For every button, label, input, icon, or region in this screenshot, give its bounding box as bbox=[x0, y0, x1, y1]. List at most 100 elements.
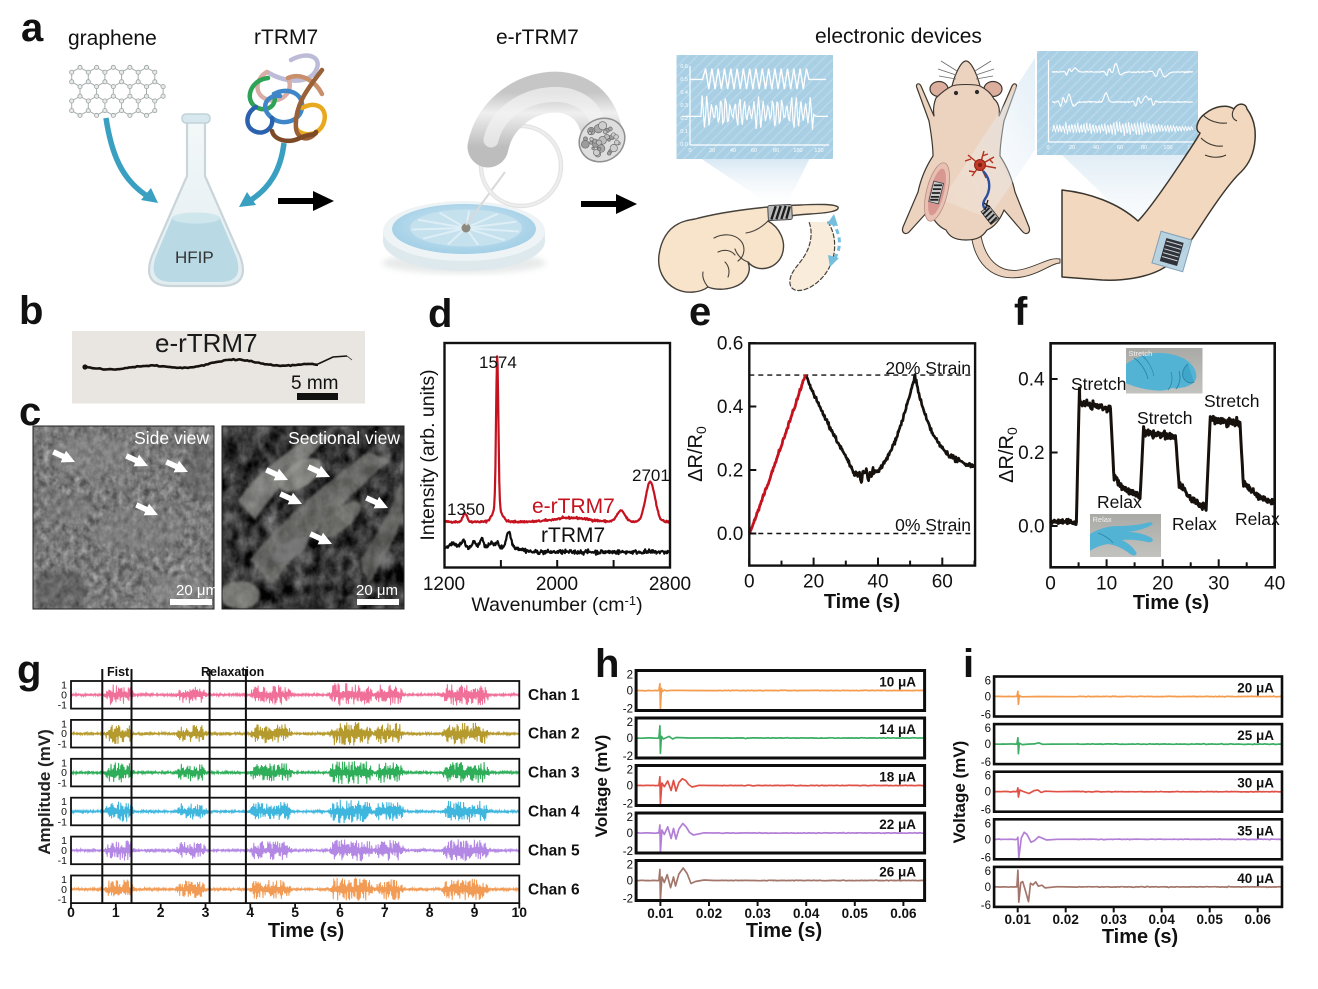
svg-text:HFIP: HFIP bbox=[175, 248, 214, 267]
svg-text:1: 1 bbox=[61, 874, 67, 886]
svg-text:Voltage (mV): Voltage (mV) bbox=[592, 735, 611, 838]
svg-text:0.4: 0.4 bbox=[680, 90, 688, 96]
svg-text:3: 3 bbox=[202, 904, 210, 920]
svg-text:Relax: Relax bbox=[1235, 509, 1280, 529]
svg-text:Stretch: Stretch bbox=[1137, 408, 1192, 428]
svg-text:20: 20 bbox=[1152, 573, 1173, 594]
svg-text:0: 0 bbox=[985, 739, 991, 751]
svg-text:6: 6 bbox=[985, 866, 991, 878]
svg-text:2800: 2800 bbox=[649, 574, 691, 595]
svg-text:0.04: 0.04 bbox=[793, 906, 820, 921]
svg-text:rTRM7: rTRM7 bbox=[541, 524, 605, 547]
svg-text:100: 100 bbox=[1163, 145, 1172, 151]
svg-text:2: 2 bbox=[627, 765, 633, 777]
svg-text:1: 1 bbox=[61, 796, 67, 808]
svg-text:Time (s): Time (s) bbox=[746, 920, 822, 942]
svg-text:40: 40 bbox=[1264, 573, 1285, 594]
svg-text:2: 2 bbox=[627, 812, 633, 824]
svg-text:e: e bbox=[689, 290, 711, 334]
svg-text:5: 5 bbox=[291, 904, 299, 920]
svg-text:8: 8 bbox=[426, 904, 434, 920]
svg-text:Sectional view: Sectional view bbox=[288, 428, 400, 448]
svg-text:h: h bbox=[595, 642, 619, 686]
svg-text:0.4: 0.4 bbox=[1018, 370, 1045, 391]
svg-text:6: 6 bbox=[985, 818, 991, 830]
svg-text:6: 6 bbox=[985, 676, 991, 688]
svg-text:Chan 4: Chan 4 bbox=[528, 804, 580, 821]
svg-text:1: 1 bbox=[61, 718, 67, 730]
svg-text:d: d bbox=[428, 292, 452, 336]
svg-text:0.0: 0.0 bbox=[680, 142, 688, 148]
svg-text:Chan 3: Chan 3 bbox=[528, 765, 580, 782]
svg-text:b: b bbox=[19, 289, 43, 333]
svg-text:-2: -2 bbox=[623, 894, 633, 906]
svg-text:14 μA: 14 μA bbox=[879, 722, 916, 737]
svg-text:Stretch: Stretch bbox=[1129, 349, 1153, 358]
svg-text:10: 10 bbox=[512, 904, 528, 920]
svg-text:2: 2 bbox=[627, 717, 633, 729]
svg-text:e-rTRM7: e-rTRM7 bbox=[155, 328, 258, 358]
svg-text:0.03: 0.03 bbox=[744, 906, 771, 921]
svg-text:9: 9 bbox=[471, 904, 479, 920]
svg-text:60: 60 bbox=[1117, 145, 1123, 151]
svg-text:Amplitude (mV): Amplitude (mV) bbox=[35, 729, 54, 855]
svg-text:-6: -6 bbox=[981, 710, 991, 722]
svg-text:18 μA: 18 μA bbox=[879, 770, 916, 785]
svg-text:1350: 1350 bbox=[447, 500, 485, 519]
svg-text:0.1: 0.1 bbox=[680, 129, 688, 135]
svg-text:-2: -2 bbox=[623, 846, 633, 858]
svg-text:7: 7 bbox=[381, 904, 389, 920]
svg-text:0: 0 bbox=[985, 834, 991, 846]
svg-text:30: 30 bbox=[1208, 573, 1229, 594]
svg-text:-1: -1 bbox=[58, 739, 67, 751]
svg-text:1200: 1200 bbox=[423, 574, 465, 595]
svg-text:ΔR/R0: ΔR/R0 bbox=[996, 427, 1020, 483]
svg-text:1: 1 bbox=[61, 680, 67, 692]
svg-text:Chan 1: Chan 1 bbox=[528, 687, 580, 704]
svg-text:0% Strain: 0% Strain bbox=[895, 515, 971, 535]
svg-text:Relax: Relax bbox=[1093, 515, 1112, 524]
svg-text:a: a bbox=[21, 6, 44, 50]
svg-text:Relax: Relax bbox=[1097, 492, 1142, 512]
svg-text:Fist: Fist bbox=[107, 665, 130, 679]
svg-text:Time (s): Time (s) bbox=[268, 920, 344, 942]
svg-text:20% Strain: 20% Strain bbox=[885, 358, 971, 378]
svg-text:0.2: 0.2 bbox=[717, 461, 743, 482]
svg-text:Stretch: Stretch bbox=[1204, 391, 1259, 411]
svg-text:0.0: 0.0 bbox=[1018, 517, 1044, 538]
svg-text:30 μA: 30 μA bbox=[1237, 776, 1274, 791]
svg-text:Chan 6: Chan 6 bbox=[528, 881, 580, 898]
svg-text:i: i bbox=[963, 642, 974, 686]
svg-text:0.3: 0.3 bbox=[680, 103, 688, 109]
svg-text:e-rTRM7: e-rTRM7 bbox=[496, 26, 579, 49]
svg-text:0: 0 bbox=[627, 733, 633, 745]
svg-text:-1: -1 bbox=[58, 855, 67, 867]
svg-text:0.6: 0.6 bbox=[717, 334, 743, 355]
svg-text:-2: -2 bbox=[623, 799, 633, 811]
svg-text:1: 1 bbox=[61, 757, 67, 769]
svg-text:0: 0 bbox=[744, 572, 755, 593]
svg-text:-1: -1 bbox=[58, 700, 67, 712]
svg-text:0.06: 0.06 bbox=[890, 906, 917, 921]
svg-text:22 μA: 22 μA bbox=[879, 817, 916, 832]
svg-text:1: 1 bbox=[112, 904, 120, 920]
svg-text:electronic devices: electronic devices bbox=[815, 25, 982, 48]
svg-text:40 μA: 40 μA bbox=[1237, 871, 1274, 886]
svg-text:Voltage (mV): Voltage (mV) bbox=[950, 741, 969, 844]
svg-text:0.05: 0.05 bbox=[1197, 912, 1224, 927]
svg-text:4: 4 bbox=[246, 904, 254, 920]
svg-text:6: 6 bbox=[336, 904, 344, 920]
svg-text:0: 0 bbox=[61, 767, 67, 779]
svg-text:Time (s): Time (s) bbox=[1133, 592, 1209, 614]
svg-text:20 μm: 20 μm bbox=[356, 582, 398, 599]
svg-text:rTRM7: rTRM7 bbox=[254, 26, 318, 49]
svg-text:e-rTRM7: e-rTRM7 bbox=[532, 495, 615, 518]
svg-text:Chan 2: Chan 2 bbox=[528, 726, 580, 743]
svg-text:0: 0 bbox=[1046, 145, 1049, 151]
svg-text:2701: 2701 bbox=[632, 466, 670, 485]
svg-text:2: 2 bbox=[157, 904, 165, 920]
svg-text:0: 0 bbox=[61, 884, 67, 896]
svg-text:0.02: 0.02 bbox=[696, 906, 722, 921]
svg-text:Time (s): Time (s) bbox=[824, 591, 900, 613]
svg-text:2: 2 bbox=[627, 670, 633, 682]
